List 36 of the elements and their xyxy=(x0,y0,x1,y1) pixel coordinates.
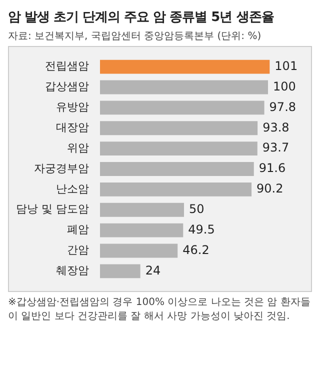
data-label: 24 xyxy=(145,263,161,278)
y-tick-label: 유방암 xyxy=(56,100,89,114)
data-label: 101 xyxy=(274,58,298,73)
bar xyxy=(100,264,140,278)
bar xyxy=(100,202,184,217)
y-tick-label: 위암 xyxy=(66,141,89,154)
bar xyxy=(100,223,184,238)
y-tick-label: 담낭 및 담도암 xyxy=(16,202,89,216)
bar xyxy=(100,100,264,115)
data-label: 46.2 xyxy=(182,242,210,257)
y-tick-label: 갑상샘암 xyxy=(44,80,89,94)
bar xyxy=(100,142,258,156)
y-tick-label: 난소암 xyxy=(56,182,89,196)
text: ※갑상샘암·전립샘암의 경우 100% 이상으로 나오는 것은 암 환자들이 일반인 보다 건강관리를 잘 해서 사망 가능성이 낮아진 것임. xyxy=(8,296,312,323)
y-tick-label: 폐암 xyxy=(66,223,89,236)
bar xyxy=(100,182,252,196)
data-label: 90.2 xyxy=(256,182,284,196)
y-tick-label: 대장암 xyxy=(56,120,89,134)
bar xyxy=(100,80,268,94)
y-tick-label: 자궁경부암 xyxy=(34,162,89,175)
chart-title: 암 발생 초기 단계의 주요 암 종류별 5년 생존율 xyxy=(8,9,275,26)
y-tick-label: 전립샘암 xyxy=(44,60,89,73)
y-tick-label: 췌장암 xyxy=(56,264,89,278)
data-label: 93.7 xyxy=(262,140,290,155)
bar xyxy=(100,162,254,176)
data-label: 100 xyxy=(272,79,296,94)
bar xyxy=(100,121,258,136)
data-label: 91.6 xyxy=(258,161,286,176)
data-label: 49.5 xyxy=(188,222,215,236)
bar xyxy=(100,244,178,258)
data-label: 50 xyxy=(188,202,204,216)
chart-subtitle: 자료: 보건복지부, 국립암센터 중앙암등록본부 (단위: %) xyxy=(8,30,262,43)
bar xyxy=(100,60,270,74)
data-label: 97.8 xyxy=(269,100,296,114)
data-label: 93.8 xyxy=(262,120,290,134)
y-tick-label: 간암 xyxy=(66,244,89,257)
